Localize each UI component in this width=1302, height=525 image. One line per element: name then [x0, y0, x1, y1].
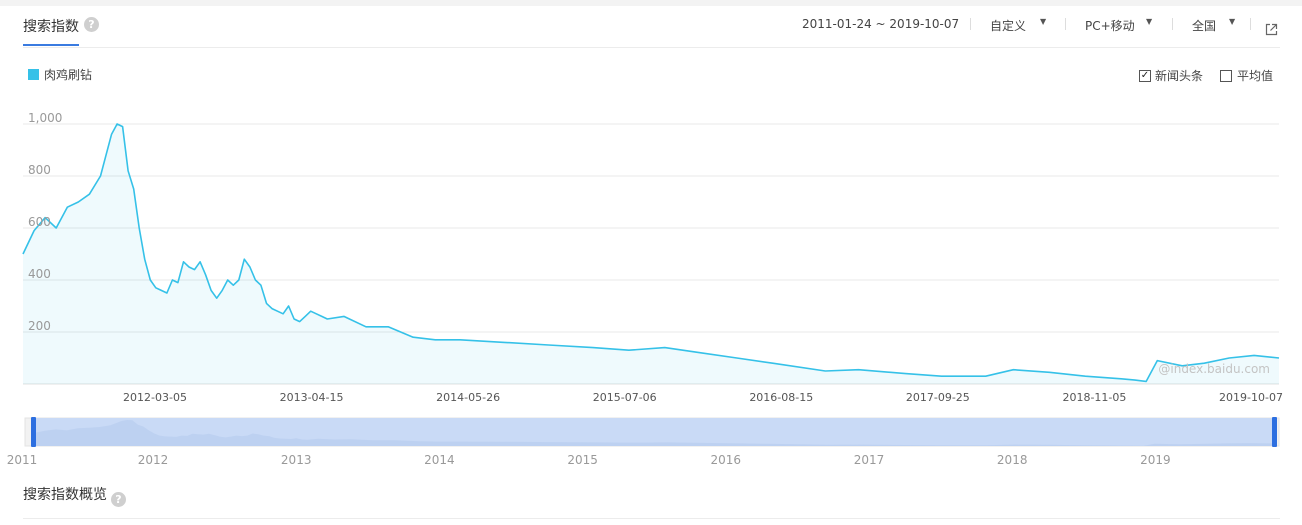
region-dropdown[interactable]: 全国: [1192, 19, 1217, 33]
brush-preview: [34, 420, 1275, 446]
brush-year-label: 2013: [281, 453, 312, 467]
y-tick-label: 200: [28, 319, 51, 333]
x-tick-label: 2012-03-05: [123, 391, 187, 404]
average-checkbox[interactable]: [1220, 70, 1232, 82]
caret-down-icon: ▼: [1146, 17, 1153, 26]
average-checkbox-label[interactable]: 平均值: [1237, 69, 1274, 83]
x-tick-label: 2014-05-26: [436, 391, 500, 404]
news-checkbox-label[interactable]: 新闻头条: [1155, 69, 1204, 83]
x-tick-label: 2013-04-15: [280, 391, 344, 404]
divider: [1065, 18, 1066, 30]
caret-down-icon: ▼: [1040, 17, 1047, 26]
overview-title: 搜索指数概览: [23, 487, 107, 503]
y-tick-label: 400: [28, 267, 51, 281]
x-tick-label: 2015-07-06: [593, 391, 657, 404]
overview-divider: [23, 518, 1280, 519]
custom-range-dropdown[interactable]: 自定义: [990, 19, 1027, 33]
brush-year-label: 2011: [7, 453, 38, 467]
news-checkbox[interactable]: ✓: [1139, 70, 1151, 82]
brush-handle-right[interactable]: [1272, 417, 1277, 447]
y-tick-label: 800: [28, 163, 51, 177]
x-tick-label: 2016-08-15: [749, 391, 813, 404]
divider: [1250, 18, 1251, 30]
tab-underline: [23, 44, 79, 46]
external-link-icon[interactable]: [1265, 23, 1278, 36]
series-area: [23, 124, 1279, 384]
divider: [1172, 18, 1173, 30]
brush-year-label: 2015: [567, 453, 598, 467]
tab-search-index[interactable]: 搜索指数: [23, 19, 79, 35]
divider: [970, 18, 971, 30]
y-tick-label: 600: [28, 215, 51, 229]
help-icon[interactable]: ?: [111, 492, 126, 507]
series-line[interactable]: [22, 123, 1280, 383]
caret-down-icon: ▼: [1229, 17, 1236, 26]
device-dropdown[interactable]: PC+移动: [1085, 19, 1135, 33]
x-tick-label: 2018-11-05: [1062, 391, 1126, 404]
header: 搜索指数 ? 2011-01-24 ~ 2019-10-07 自定义 ▼ PC+…: [0, 0, 1302, 48]
brush-year-label: 2018: [997, 453, 1028, 467]
y-tick-label: 1,000: [28, 111, 62, 125]
brush-year-label: 2017: [854, 453, 885, 467]
watermark: @index.baidu.com: [1158, 362, 1270, 376]
legend-series-label[interactable]: 肉鸡刷钻: [44, 68, 93, 82]
date-range-selector[interactable]: 2011-01-24 ~ 2019-10-07: [802, 17, 960, 31]
x-tick-label: 2019-10-07: [1219, 391, 1283, 404]
brush-year-label: 2014: [424, 453, 455, 467]
legend-swatch[interactable]: [28, 69, 39, 80]
help-icon[interactable]: ?: [84, 17, 99, 32]
x-tick-label: 2017-09-25: [906, 391, 970, 404]
brush-handle-left[interactable]: [31, 417, 36, 447]
header-divider: [23, 47, 1280, 48]
brush-year-label: 2012: [138, 453, 169, 467]
brush-year-label: 2016: [711, 453, 742, 467]
brush-year-label: 2019: [1140, 453, 1171, 467]
